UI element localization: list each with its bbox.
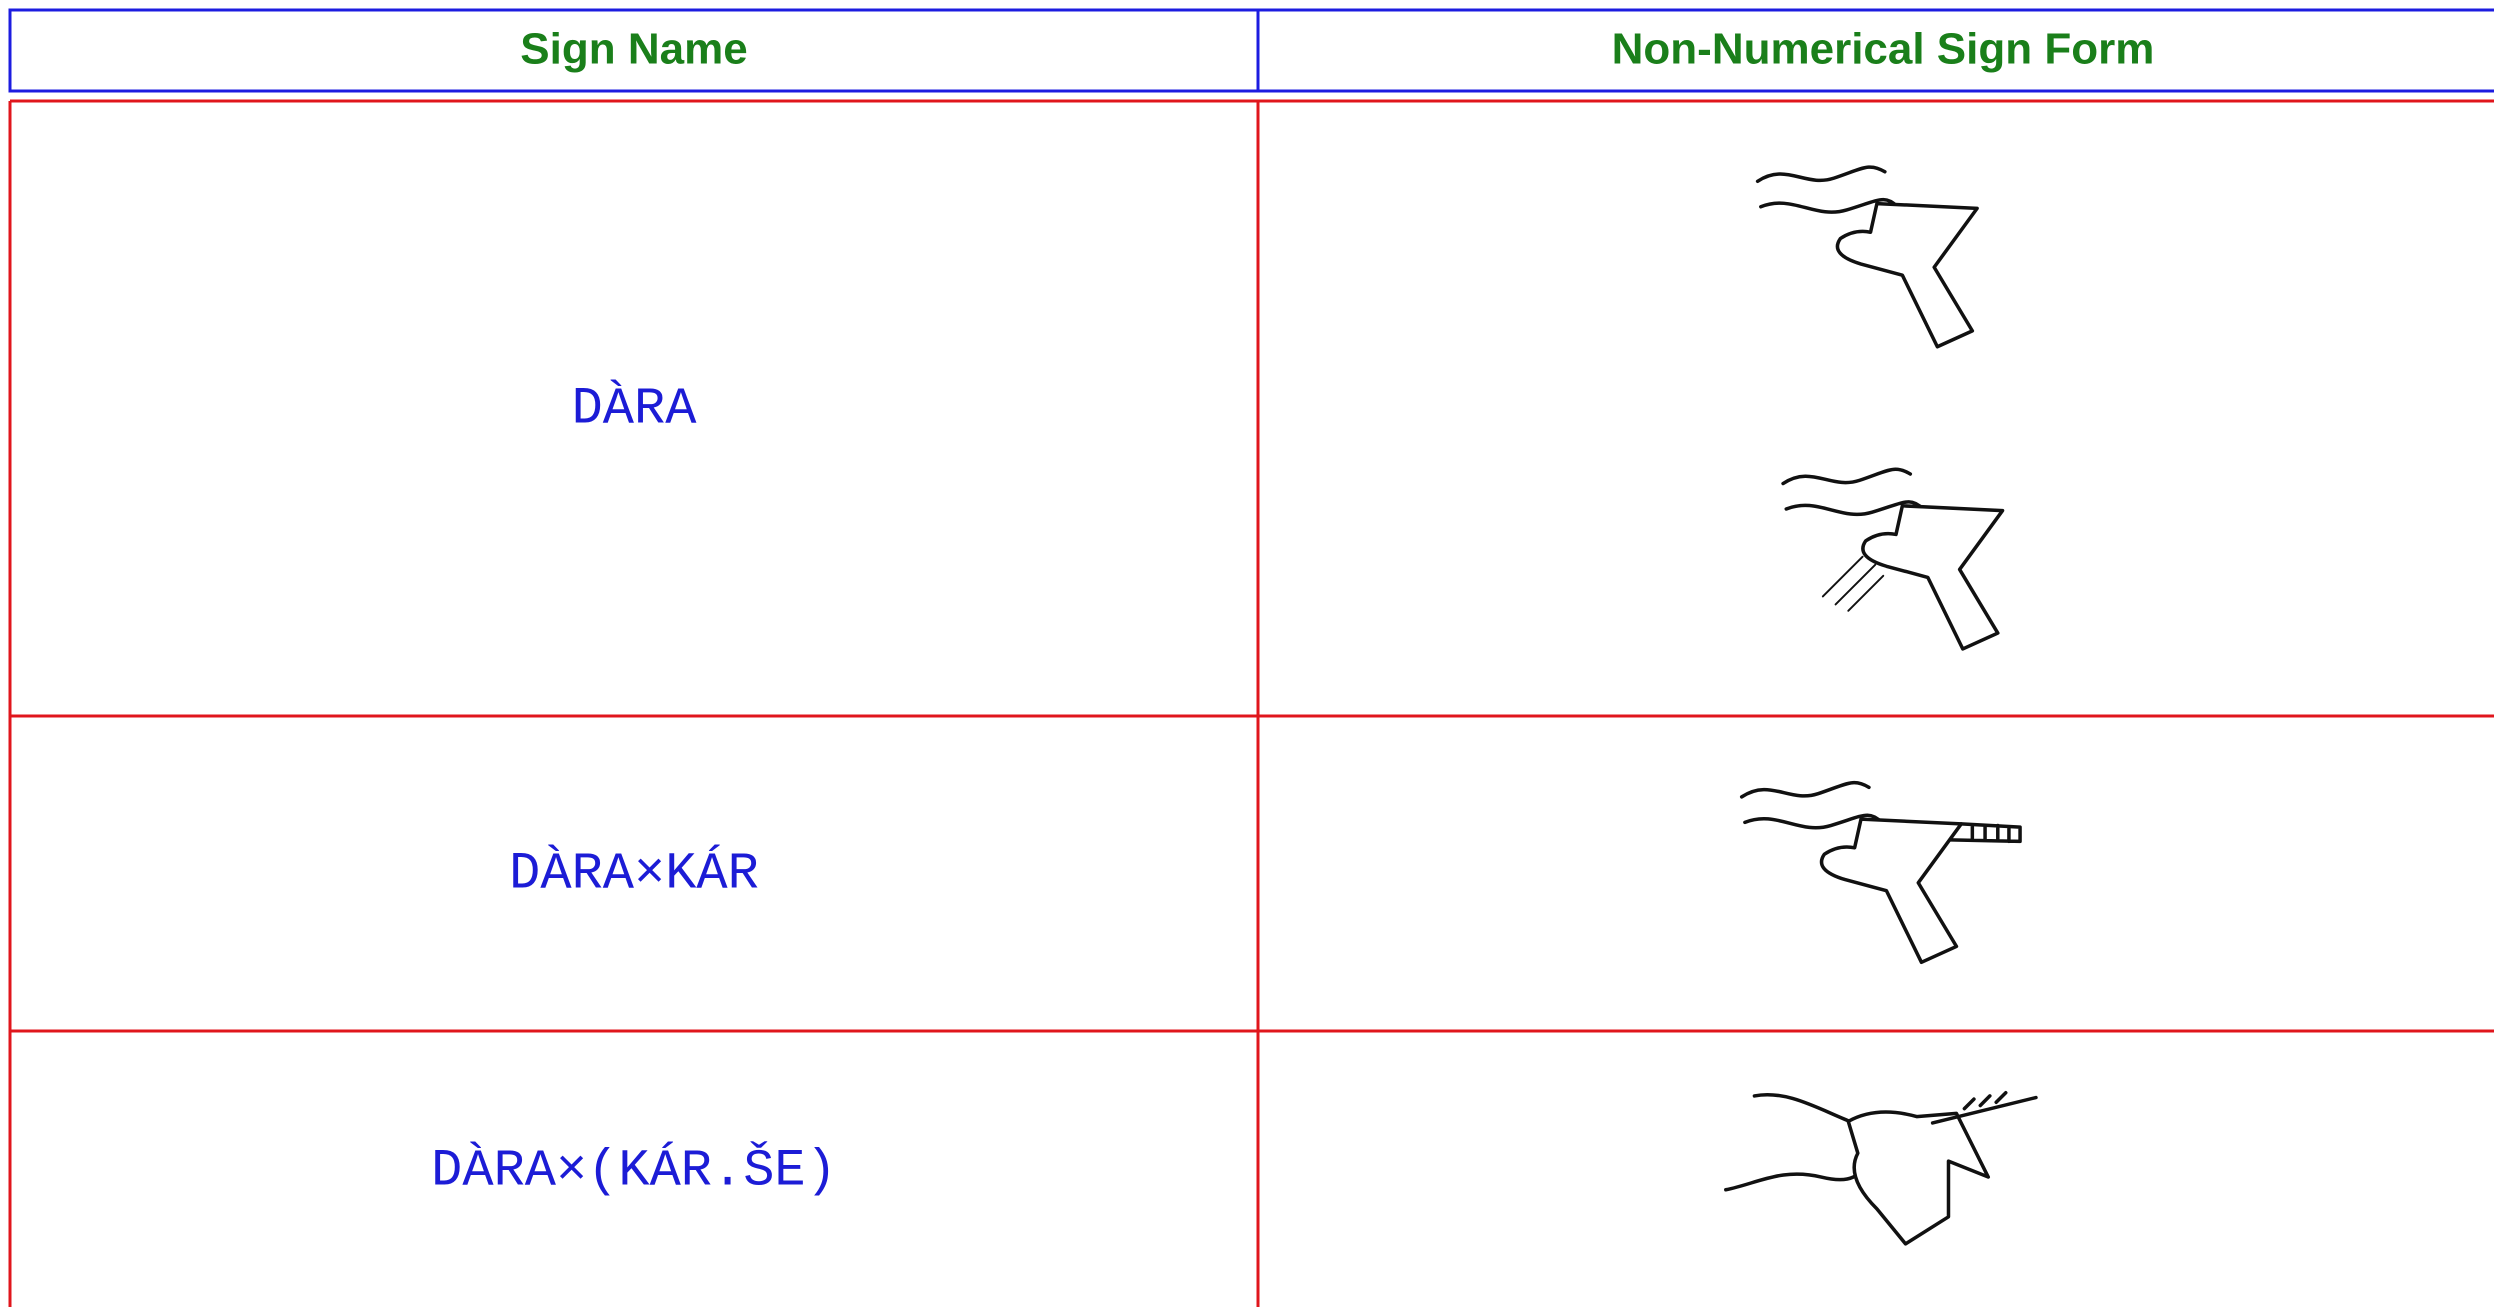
sign-glyphs	[1724, 165, 2038, 1246]
sign-name: DÀRA×(KÁR.ŠE)	[431, 1141, 837, 1201]
glyph	[1755, 165, 1979, 349]
header-row	[8, 8, 2494, 93]
table-grid	[8, 99, 2494, 1307]
sign-name: DÀRA	[572, 379, 698, 439]
header-cell: Non-Numerical Sign Form	[1612, 25, 2155, 74]
glyph	[1724, 1090, 2038, 1246]
glyph	[1781, 467, 2005, 651]
glyph	[1739, 780, 2022, 965]
sign-name: DÀRA×KÁR	[509, 844, 759, 904]
header-cell: Sign Name	[520, 25, 747, 74]
